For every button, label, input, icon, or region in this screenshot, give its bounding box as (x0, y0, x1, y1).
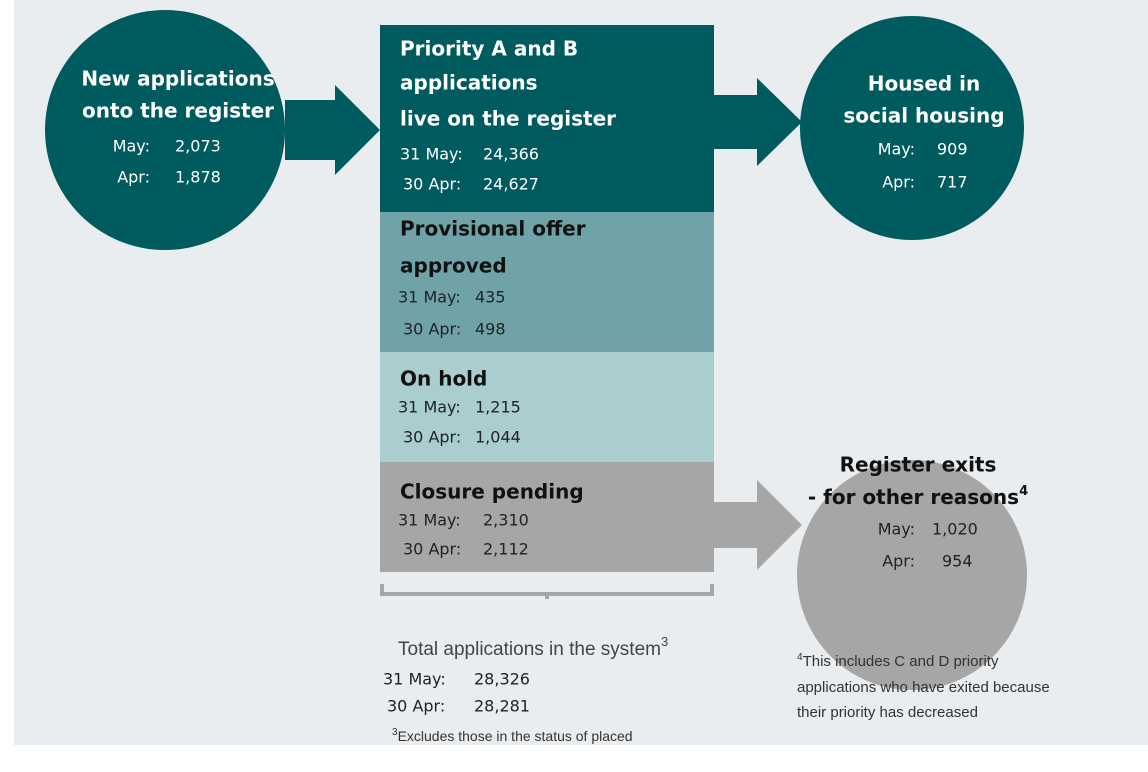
value: 1,878 (175, 168, 221, 187)
value: 24,366 (483, 145, 539, 164)
label: 31 May: (398, 398, 461, 417)
title: Housed in (868, 72, 981, 96)
box-offer (380, 212, 714, 352)
superscript: 4 (1019, 484, 1028, 499)
value: 28,326 (474, 670, 530, 689)
value: 1,020 (932, 520, 978, 539)
label: Apr: (117, 168, 150, 187)
box-priority (380, 25, 714, 212)
label: 30 Apr: (387, 697, 445, 716)
label: Apr: (882, 173, 915, 192)
value: 28,281 (474, 697, 530, 716)
label: 31 May: (398, 288, 461, 307)
title: social housing (843, 104, 1004, 128)
title: Priority A and B (400, 37, 578, 61)
arrow (285, 85, 380, 175)
arrow (714, 78, 802, 166)
label: 31 May: (398, 511, 461, 530)
box-closure (380, 462, 714, 572)
footnote: 4This includes C and D priority (797, 652, 999, 670)
title: Provisional offer (400, 217, 586, 241)
value: 909 (937, 140, 968, 159)
superscript: 3 (392, 727, 398, 738)
title: Closure pending (400, 480, 584, 504)
footnote-text: their priority has decreased (797, 704, 978, 721)
value: 1,044 (475, 428, 521, 447)
title: Register exits (840, 453, 997, 477)
value: 498 (475, 320, 506, 339)
title: onto the register (82, 99, 274, 123)
circle-exits (797, 460, 1027, 690)
title: - for other reasons (808, 485, 1019, 509)
label: 31 May: (400, 145, 463, 164)
footnote-text: Excludes those in the status of placed (398, 728, 633, 744)
label: May: (878, 520, 915, 539)
value: 2,310 (483, 511, 529, 530)
circle-new (45, 10, 285, 250)
footnote-text: applications who have exited because (797, 679, 1050, 696)
label: 30 Apr: (403, 540, 461, 559)
value: 2,112 (483, 540, 529, 559)
bracket (380, 584, 714, 599)
arrow (714, 480, 802, 570)
value: 1,215 (475, 398, 521, 417)
label: 30 Apr: (403, 320, 461, 339)
title: live on the register (400, 107, 616, 131)
label: 30 Apr: (403, 428, 461, 447)
value: 24,627 (483, 175, 539, 194)
title: On hold (400, 367, 487, 391)
footnote: 3Excludes those in the status of placed (392, 727, 633, 744)
value: 954 (942, 552, 973, 571)
total-label: Total applications in the system3 (398, 634, 668, 660)
label: 30 Apr: (403, 175, 461, 194)
label: May: (878, 140, 915, 159)
title: applications (400, 71, 538, 95)
superscript: 4 (797, 652, 803, 663)
superscript: 3 (661, 634, 668, 649)
footnote-text: This includes C and D priority (803, 653, 999, 670)
circle-housed (800, 16, 1024, 240)
title: New applications (81, 67, 274, 91)
title: - for other reasons4 (808, 484, 1028, 509)
value: 435 (475, 288, 506, 307)
label: May: (113, 137, 150, 156)
total-label: Total applications in the system (398, 639, 661, 660)
label: 31 May: (383, 670, 446, 689)
value: 2,073 (175, 137, 221, 156)
title: approved (400, 254, 507, 278)
value: 717 (937, 173, 968, 192)
label: Apr: (882, 552, 915, 571)
box-hold (380, 352, 714, 462)
